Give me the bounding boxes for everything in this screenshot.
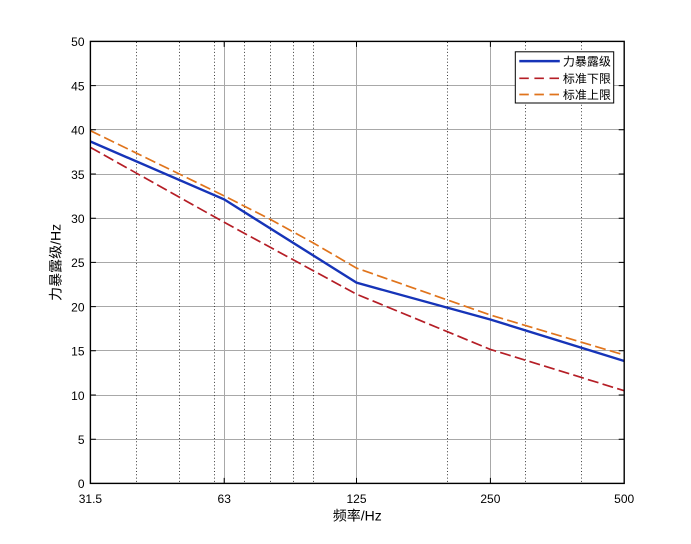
svg-text:125: 125 xyxy=(346,492,366,506)
svg-text:10: 10 xyxy=(71,389,85,403)
svg-text:15: 15 xyxy=(71,345,85,359)
svg-text:45: 45 xyxy=(71,79,85,93)
svg-text:31.5: 31.5 xyxy=(79,492,103,506)
svg-text:/Hz: /Hz xyxy=(361,508,382,524)
svg-text:40: 40 xyxy=(71,124,85,138)
svg-text:500: 500 xyxy=(614,492,634,506)
svg-text:35: 35 xyxy=(71,168,85,182)
svg-text:/Hz: /Hz xyxy=(48,224,64,245)
svg-text:5: 5 xyxy=(78,433,85,447)
svg-text:20: 20 xyxy=(71,300,85,314)
svg-text:30: 30 xyxy=(71,212,85,226)
svg-text:250: 250 xyxy=(480,492,500,506)
svg-text:25: 25 xyxy=(71,256,85,270)
svg-text:0: 0 xyxy=(78,477,85,491)
svg-text:50: 50 xyxy=(71,35,85,49)
svg-text:63: 63 xyxy=(218,492,232,506)
